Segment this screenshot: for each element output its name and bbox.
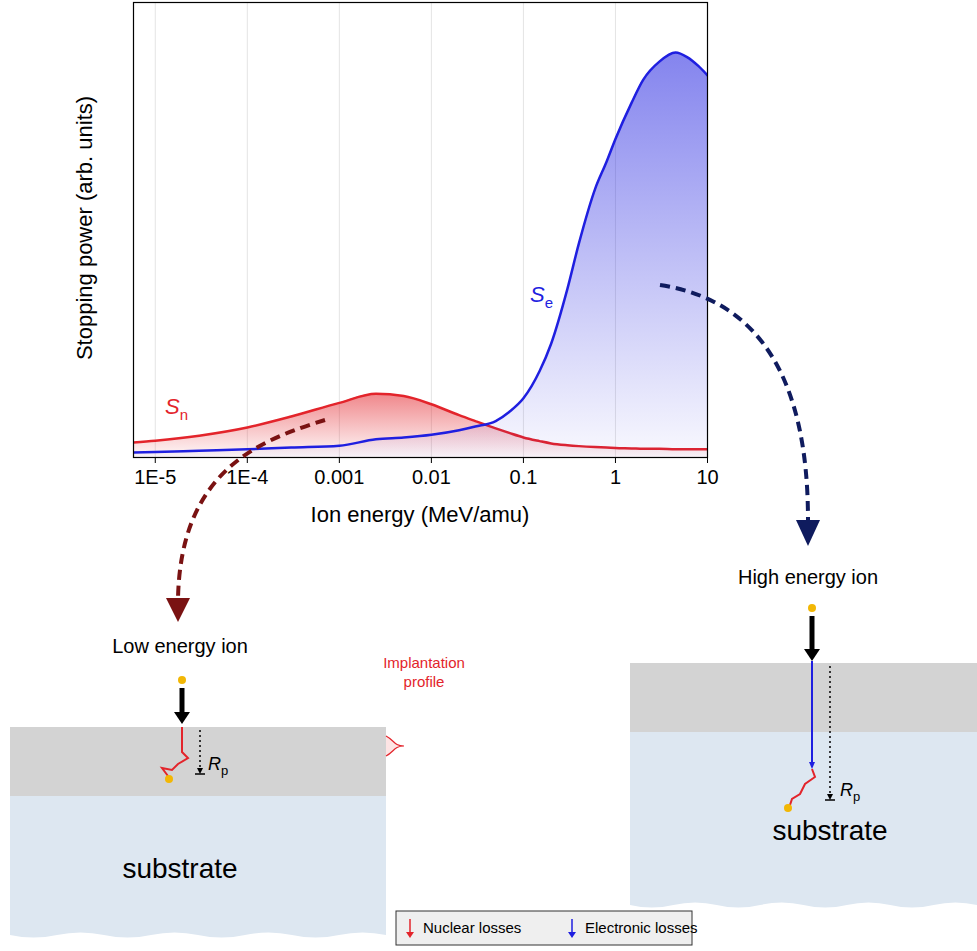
svg-text:1E-4: 1E-4 [226, 466, 268, 488]
svg-text:Stopping power (arb. units): Stopping power (arb. units) [72, 96, 97, 360]
svg-text:Rp: Rp [840, 780, 860, 804]
svg-text:Rp: Rp [208, 754, 228, 778]
svg-text:1: 1 [610, 466, 621, 488]
svg-text:Nuclear losses: Nuclear losses [423, 919, 521, 936]
svg-text:0.01: 0.01 [412, 466, 451, 488]
svg-text:0.001: 0.001 [314, 466, 364, 488]
svg-text:Sn: Sn [165, 394, 188, 423]
svg-text:Se: Se [530, 282, 553, 311]
svg-text:substrate: substrate [122, 853, 237, 884]
svg-text:10: 10 [696, 466, 718, 488]
svg-text:Low energy ion: Low energy ion [112, 635, 248, 657]
svg-text:Implantationprofile: Implantationprofile [383, 654, 465, 690]
svg-text:0.1: 0.1 [510, 466, 538, 488]
svg-text:substrate: substrate [772, 815, 887, 846]
svg-text:Electronic losses: Electronic losses [585, 919, 698, 936]
svg-text:High energy ion: High energy ion [738, 566, 878, 588]
svg-text:1E-5: 1E-5 [134, 466, 176, 488]
svg-text:Ion energy (MeV/amu): Ion energy (MeV/amu) [311, 502, 530, 527]
